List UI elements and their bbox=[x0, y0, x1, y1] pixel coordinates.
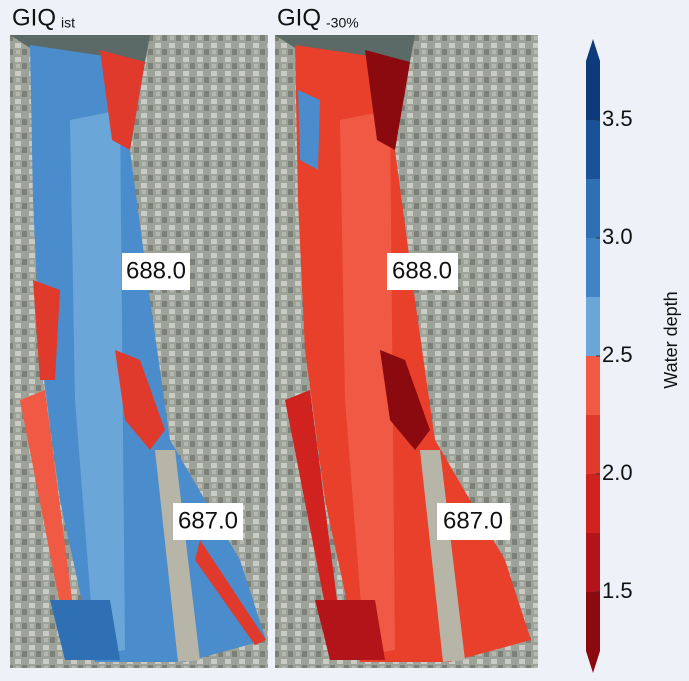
panel-subscript: ist bbox=[61, 15, 75, 31]
colorbar-band bbox=[586, 297, 600, 356]
colorbar-band bbox=[586, 61, 600, 120]
km-label: 687.0 bbox=[443, 507, 503, 534]
colorbar-band bbox=[586, 120, 600, 179]
colorbar-tick-label: 2.5 bbox=[602, 342, 633, 367]
km-label: 687.0 bbox=[178, 507, 238, 534]
colorbar-band bbox=[586, 474, 600, 533]
page: {"panels": [ {"title": "GIQ", "subscript… bbox=[0, 0, 689, 676]
colorbar: 3.5 3.0 2.5 2.0 1.5 bbox=[586, 39, 633, 673]
panel-title: GIQ bbox=[12, 4, 56, 31]
colorbar-arrow bbox=[586, 39, 600, 61]
colorbar-tick-label: 3.0 bbox=[602, 224, 633, 249]
colorbar-band bbox=[586, 415, 600, 474]
map-panel: GIQ -30% 688.0 687.0 bbox=[275, 4, 538, 668]
colorbar-band bbox=[586, 238, 600, 297]
panel-title: GIQ bbox=[277, 4, 321, 31]
colorbar-band bbox=[586, 356, 600, 415]
map-panel: GIQ ist 688.0 687.0 bbox=[10, 4, 268, 668]
colorbar-band bbox=[586, 592, 600, 651]
colorbar-band bbox=[586, 533, 600, 592]
km-label: 688.0 bbox=[126, 257, 186, 284]
colorbar-tick-label: 1.5 bbox=[602, 578, 633, 603]
colorbar-label: Water depth bbox=[661, 291, 681, 388]
colorbar-tick-label: 2.0 bbox=[602, 460, 633, 485]
figure: GIQ ist 688.0 687.0 GIQ -30% 688.0 687.0… bbox=[0, 0, 689, 676]
panel-subscript: -30% bbox=[326, 15, 359, 31]
colorbar-band bbox=[586, 179, 600, 238]
km-label: 688.0 bbox=[392, 257, 452, 284]
colorbar-tick-label: 3.5 bbox=[602, 106, 633, 131]
colorbar-arrow bbox=[586, 651, 600, 673]
